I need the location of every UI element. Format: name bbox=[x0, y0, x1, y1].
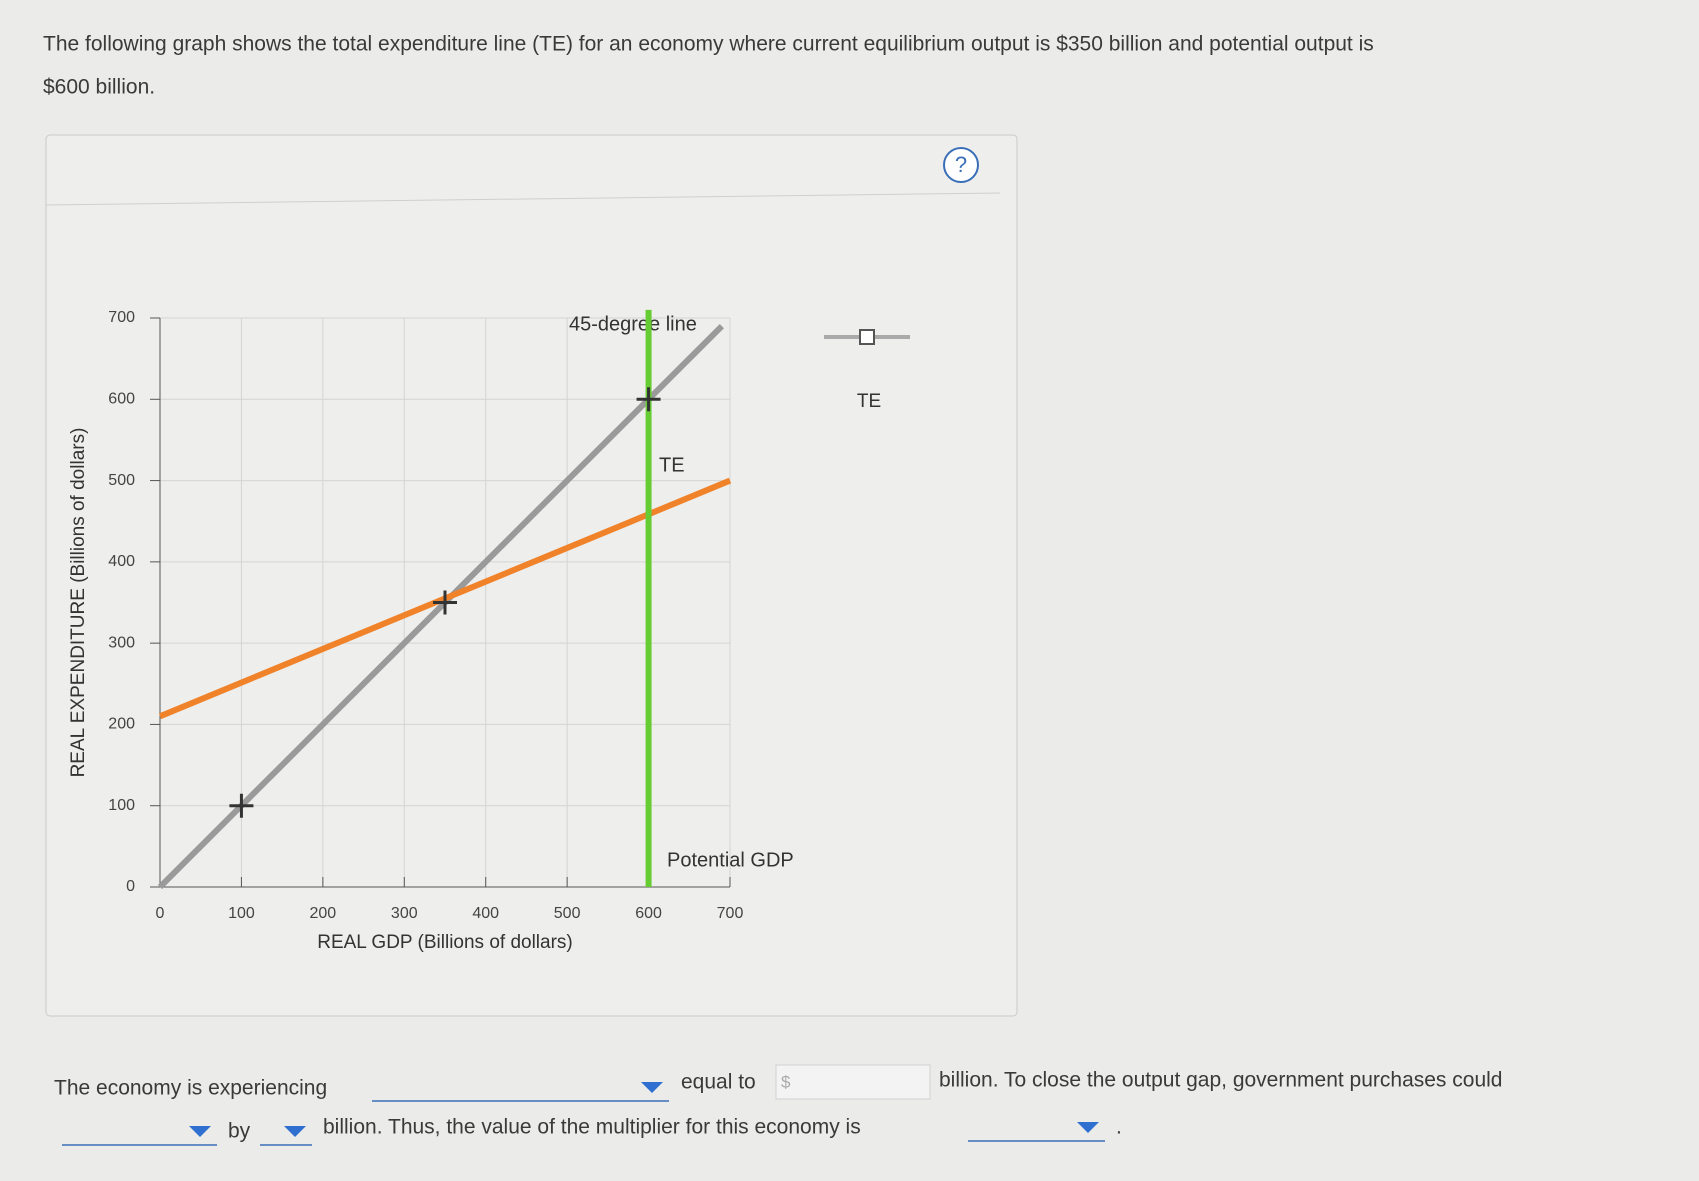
question-text: billion. Thus, the value of the multipli… bbox=[323, 1116, 861, 1139]
dropdown-arrow[interactable] bbox=[641, 1082, 663, 1093]
x-tick-label: 700 bbox=[717, 905, 744, 922]
palette-label[interactable]: TE bbox=[857, 391, 881, 412]
x-tick-label: 0 bbox=[156, 905, 165, 922]
dropdown[interactable] bbox=[968, 1122, 1105, 1142]
dropdown[interactable] bbox=[372, 1082, 669, 1102]
dropdown-arrow[interactable] bbox=[284, 1126, 306, 1137]
x-tick-label: 600 bbox=[635, 905, 662, 922]
point-marker[interactable] bbox=[229, 793, 254, 818]
y-tick-label: 400 bbox=[108, 553, 135, 570]
x-tick-label: 200 bbox=[310, 905, 337, 922]
help-circle[interactable] bbox=[943, 147, 979, 183]
y-tick-label: 600 bbox=[108, 391, 135, 408]
x-tick-label: 100 bbox=[228, 905, 255, 922]
panel-divider bbox=[45, 192, 1001, 206]
help-icon[interactable]: ? bbox=[955, 152, 967, 177]
x-tick-label: 300 bbox=[391, 905, 418, 922]
amount-input[interactable] bbox=[775, 1064, 931, 1100]
x-axis-label: REAL GDP (Billions of dollars) bbox=[317, 932, 573, 953]
y-tick-label: 100 bbox=[108, 797, 135, 814]
tool-palette[interactable]: TE bbox=[824, 329, 910, 412]
question-text: equal to bbox=[681, 1071, 756, 1094]
question-text: billion. To close the output gap, govern… bbox=[939, 1069, 1502, 1092]
series-label: TE bbox=[659, 454, 685, 476]
y-tick-label: 200 bbox=[108, 716, 135, 733]
dropdown[interactable] bbox=[260, 1126, 312, 1146]
help-button[interactable]: ? bbox=[943, 147, 979, 183]
series-label: Potential GDP bbox=[667, 849, 794, 871]
question-text: The economy is experiencing bbox=[54, 1077, 327, 1100]
question-text: by bbox=[228, 1120, 251, 1143]
series-line bbox=[157, 324, 724, 890]
dropdown-arrow[interactable] bbox=[189, 1126, 211, 1137]
y-tick-label: 0 bbox=[126, 878, 135, 895]
y-tick-label: 300 bbox=[108, 634, 135, 651]
point-marker[interactable] bbox=[433, 590, 457, 615]
prompt-line: The following graph shows the total expe… bbox=[43, 33, 1374, 56]
palette-square[interactable] bbox=[859, 329, 875, 345]
point-marker[interactable] bbox=[636, 387, 661, 412]
dropdown[interactable] bbox=[62, 1126, 217, 1146]
prompt-line: $600 billion. bbox=[43, 76, 155, 99]
question-text: . bbox=[1116, 1116, 1122, 1139]
x-tick-label: 400 bbox=[472, 905, 499, 922]
x-tick-label: 500 bbox=[554, 905, 581, 922]
question: The economy is experiencing equal to $ bill… bbox=[54, 1064, 1502, 1146]
currency-symbol: $ bbox=[781, 1072, 791, 1091]
dropdown-arrow[interactable] bbox=[1077, 1122, 1099, 1133]
y-axis-label: REAL EXPENDITURE (Billions of dollars) bbox=[68, 428, 89, 778]
y-tick-label: 700 bbox=[108, 309, 135, 326]
plot: 0 100 200 300 400 500 600 700 0 100 200 300 400 500 60… bbox=[68, 309, 794, 953]
series-label: 45-degree line bbox=[569, 313, 697, 335]
graph-panel bbox=[45, 134, 1018, 1017]
y-tick-label: 500 bbox=[108, 472, 135, 489]
